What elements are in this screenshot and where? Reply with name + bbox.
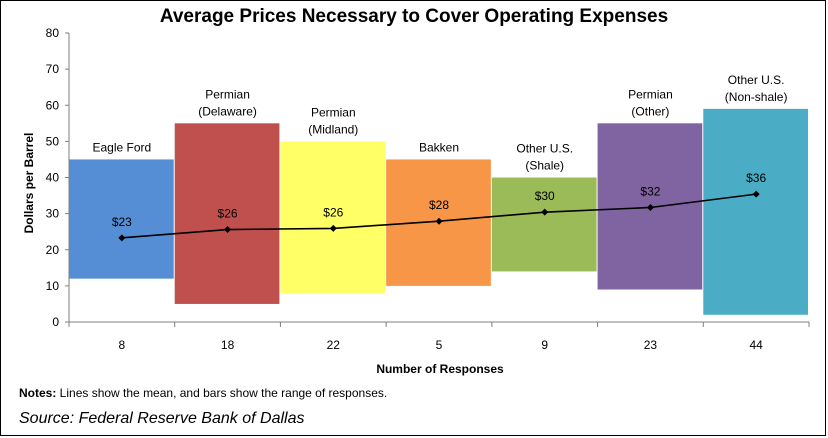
- region-label: (Midland): [308, 122, 358, 136]
- mean-data-label: $32: [640, 184, 660, 198]
- range-bar: [69, 159, 174, 279]
- x-tick-label: 23: [644, 338, 658, 352]
- region-label: Permian: [311, 105, 356, 119]
- region-label: Bakken: [419, 140, 459, 154]
- notes: Notes: Lines show the mean, and bars sho…: [19, 386, 387, 400]
- mean-data-label: $30: [535, 189, 555, 203]
- range-bar: [703, 108, 808, 315]
- x-tick-label: 22: [327, 338, 341, 352]
- y-tick-label: 40: [46, 171, 60, 185]
- y-tick-label: 50: [46, 134, 60, 148]
- y-tick-label: 20: [46, 243, 60, 257]
- notes-text: Lines show the mean, and bars show the r…: [56, 386, 388, 400]
- chart-title: Average Prices Necessary to Cover Operat…: [159, 6, 669, 27]
- source-credit: Source: Federal Reserve Bank of Dallas: [19, 410, 305, 427]
- x-tick-label: 18: [221, 338, 235, 352]
- region-label: (Other): [631, 104, 669, 118]
- mean-data-label: $36: [746, 171, 766, 185]
- mean-data-label: $26: [323, 205, 343, 219]
- x-tick-label: 8: [119, 338, 126, 352]
- x-tick-label: 5: [436, 338, 443, 352]
- region-label: Eagle Ford: [93, 140, 152, 154]
- region-label: Permian: [628, 87, 673, 101]
- x-tick-label: 44: [749, 338, 763, 352]
- y-tick-label: 60: [46, 98, 60, 112]
- y-tick-label: 10: [46, 279, 60, 293]
- range-bar: [491, 177, 597, 272]
- region-label: (Delaware): [198, 104, 257, 118]
- y-tick-label: 30: [46, 207, 60, 221]
- mean-point: [329, 224, 337, 232]
- x-axis-label: Number of Responses: [376, 362, 504, 376]
- mean-data-label: $23: [112, 215, 132, 229]
- region-label: Other U.S.: [728, 73, 785, 87]
- region-label: Other U.S.: [516, 142, 573, 156]
- y-tick-label: 70: [46, 62, 60, 76]
- mean-point: [435, 217, 443, 225]
- mean-point: [752, 190, 760, 198]
- mean-point: [118, 234, 126, 242]
- range-bar: [174, 123, 280, 304]
- notes-label: Notes:: [19, 386, 57, 400]
- x-tick-label: 9: [541, 338, 548, 352]
- mean-point: [224, 226, 232, 234]
- range-bar: [280, 141, 386, 294]
- mean-data-label: $28: [429, 198, 449, 212]
- region-label: Permian: [205, 87, 250, 101]
- mean-point: [541, 208, 549, 216]
- region-label: (Shale): [525, 159, 564, 173]
- mean-point: [646, 203, 654, 211]
- region-label: (Non-shale): [725, 90, 788, 104]
- mean-data-label: $26: [218, 207, 238, 221]
- y-tick-label: 80: [46, 26, 60, 40]
- y-tick-label: 0: [52, 315, 59, 329]
